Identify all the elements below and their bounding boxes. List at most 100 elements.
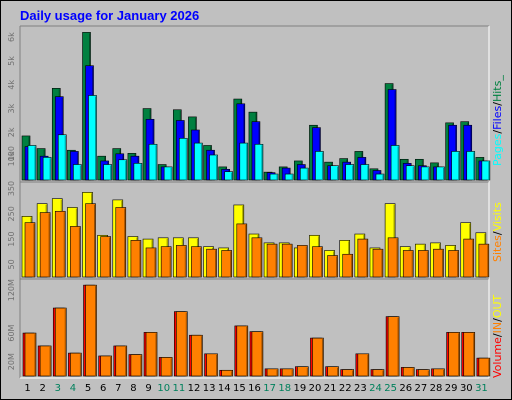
hits-legend-trailer: _	[491, 75, 504, 82]
x-tick-label-day-14: 14	[218, 383, 231, 394]
bar-in-day-24	[372, 369, 385, 377]
bar-in-day-8	[130, 354, 143, 377]
bar-sites-day-17-fill	[266, 243, 278, 278]
x-tick-label-day-15: 15	[233, 383, 246, 394]
x-tick-label-day-5: 5	[85, 383, 91, 394]
bar-in-day-17-fill	[266, 368, 279, 377]
bar-in-day-24-fill	[372, 369, 385, 377]
bar-in-day-10	[160, 357, 173, 377]
bar-pages-day-28-fill	[436, 166, 445, 181]
bar-sites-day-15-fill	[236, 223, 248, 278]
bar-in-day-11-fill	[175, 311, 188, 377]
visits-axis-tick-3: 50	[7, 259, 16, 269]
hits-axis-tick-5: 1k	[7, 151, 16, 161]
bar-sites-day-18	[281, 243, 293, 278]
bar-in-day-2	[39, 345, 52, 377]
bar-in-day-9	[145, 332, 158, 377]
bar-pages-day-20-fill	[315, 151, 324, 181]
bar-pages-day-21-fill	[330, 165, 339, 181]
bar-sites-day-5	[85, 203, 96, 278]
hits-legend-hits: Hits	[491, 80, 504, 102]
bar-pages-day-4	[73, 164, 82, 181]
x-tick-label-day-23: 23	[354, 383, 367, 394]
bar-sites-day-19-fill	[297, 245, 308, 278]
hits-axis-tick-0: 6k	[7, 32, 16, 42]
bar-in-day-17	[266, 368, 279, 377]
visits-legend: Sites/Visits	[491, 202, 504, 262]
bar-sites-day-10-fill	[160, 246, 172, 278]
bar-sites-day-25	[387, 237, 399, 278]
chart-title: Daily usage for January 2026	[20, 8, 199, 23]
bar-pages-day-16	[254, 143, 264, 181]
bar-sites-day-25-fill	[387, 237, 399, 278]
bar-sites-day-17	[266, 243, 278, 278]
bar-sites-day-14-fill	[221, 250, 232, 278]
bar-in-day-15	[236, 325, 249, 377]
bar-pages-day-24	[375, 173, 385, 181]
bar-in-day-18	[281, 368, 294, 377]
bar-pages-day-30	[466, 151, 476, 181]
x-tick-label-day-28: 28	[430, 383, 443, 394]
bar-sites-day-24	[372, 248, 384, 278]
bar-in-day-29-fill	[448, 332, 460, 377]
bar-sites-day-4-fill	[70, 226, 81, 278]
bar-pages-day-26	[405, 165, 415, 181]
bar-in-day-12-fill	[191, 334, 203, 377]
bar-sites-day-27-fill	[418, 250, 429, 278]
bar-pages-day-2-fill	[42, 157, 52, 181]
bar-in-day-21-fill	[327, 366, 339, 377]
visits-legend-visits: Visits	[491, 202, 504, 231]
bar-pages-day-12-fill	[194, 142, 203, 181]
bar-sites-day-28-fill	[433, 248, 444, 278]
bar-pages-day-7-fill	[118, 159, 128, 181]
bar-in-day-26	[402, 367, 415, 377]
bar-sites-day-16-fill	[251, 237, 263, 278]
bar-in-day-28-fill	[433, 368, 445, 377]
bar-in-day-1	[24, 332, 37, 377]
bar-sites-day-21	[327, 255, 338, 278]
bar-in-day-10-fill	[160, 357, 173, 377]
bar-pages-day-2	[42, 157, 52, 181]
x-tick-label-day-4: 4	[70, 383, 76, 394]
bar-sites-day-24-fill	[372, 248, 384, 278]
x-tick-label-day-27: 27	[415, 383, 428, 394]
bar-pages-day-25	[390, 145, 400, 181]
bar-pages-day-4-fill	[73, 164, 82, 181]
x-tick-label-day-3: 3	[55, 383, 61, 394]
hits-axis-tick-2: 4k	[7, 80, 16, 90]
x-tick-label-day-21: 21	[324, 383, 337, 394]
volume-legend-in: IN	[491, 322, 504, 333]
x-tick-label-day-6: 6	[100, 383, 106, 394]
bar-pages-day-29	[451, 151, 460, 181]
bar-in-day-19-fill	[297, 366, 309, 377]
bar-pages-day-22	[345, 164, 355, 181]
bar-in-day-18-fill	[281, 368, 294, 377]
bar-in-day-27	[418, 369, 430, 377]
volume-legend: Volume/IN/OUT	[491, 294, 504, 378]
x-tick-label-day-16: 16	[248, 383, 261, 394]
bar-sites-day-30	[463, 238, 475, 278]
bar-in-day-23	[357, 353, 370, 377]
bar-sites-day-14	[221, 250, 232, 278]
bar-in-day-3-fill	[54, 307, 67, 377]
bar-sites-day-18-fill	[281, 243, 293, 278]
bar-in-day-5-fill	[85, 284, 97, 377]
bar-pages-day-11	[178, 138, 188, 181]
bar-sites-day-4	[70, 226, 81, 278]
x-tick-label-day-19: 19	[294, 383, 307, 394]
hits-axis-tick-1: 5k	[7, 56, 16, 66]
bar-in-day-28	[433, 368, 445, 377]
bar-in-day-22-fill	[342, 369, 355, 377]
bar-pages-day-15	[239, 142, 249, 181]
bar-pages-day-5-fill	[88, 95, 97, 181]
bar-sites-day-13-fill	[206, 248, 217, 278]
bar-pages-day-23	[360, 164, 370, 181]
bar-sites-day-26-fill	[402, 250, 414, 278]
bar-pages-day-5	[88, 95, 97, 181]
bar-in-day-2-fill	[39, 345, 52, 377]
bar-pages-day-24-fill	[375, 173, 385, 181]
x-tick-label-day-7: 7	[115, 383, 121, 394]
hits-legend-sep-0: /	[491, 130, 504, 134]
bar-pages-day-23-fill	[360, 164, 370, 181]
